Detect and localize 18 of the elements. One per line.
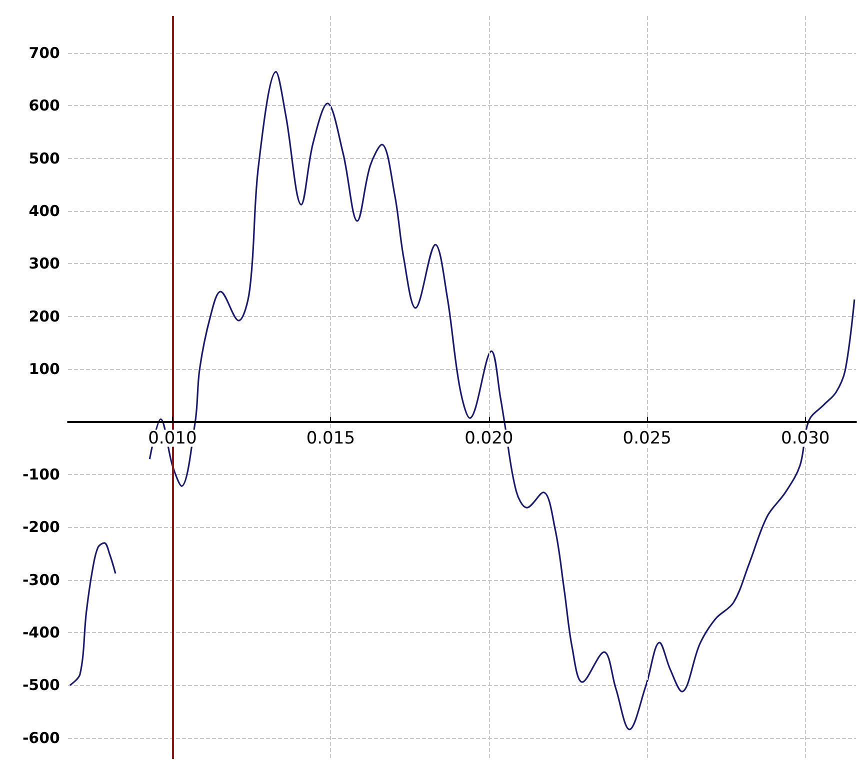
x-tick-label: 0.010 (148, 428, 197, 448)
y-tick-label: 500 (28, 149, 60, 168)
y-tick-label: -400 (22, 624, 60, 642)
x-tick-label: 0.025 (622, 428, 672, 448)
y-tick-label: -100 (22, 465, 60, 484)
x-tick-label: 0.020 (464, 428, 514, 448)
y-tick-label: -600 (22, 728, 60, 747)
y-tick-label: 100 (28, 360, 60, 378)
y-tick-label: 200 (28, 307, 60, 326)
y-tick-label: -300 (22, 570, 60, 589)
y-tick-label: 400 (28, 202, 60, 220)
y-tick-label: -200 (22, 518, 60, 536)
y-tick-label: 700 (28, 44, 60, 62)
x-tick-label: 0.030 (781, 428, 830, 448)
y-tick-label: 600 (28, 96, 60, 115)
y-tick-label: -500 (22, 676, 60, 694)
x-tick-label: 0.015 (306, 428, 356, 448)
y-tick-label: 300 (28, 254, 60, 273)
